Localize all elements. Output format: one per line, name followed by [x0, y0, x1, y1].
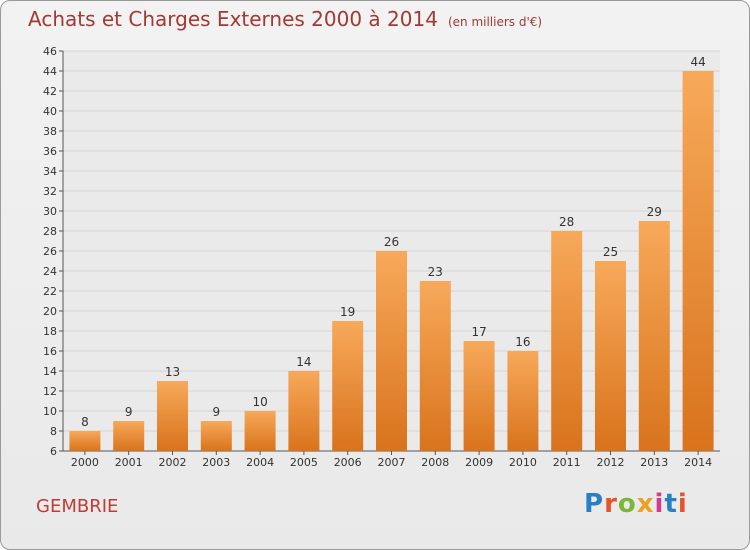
x-tick-label: 2007	[378, 456, 406, 469]
y-tick-label: 22	[43, 285, 57, 298]
bar-2000	[69, 431, 101, 451]
y-tick-label: 14	[43, 365, 57, 378]
chart-subtitle: (en milliers d'€)	[447, 15, 543, 29]
x-tick-label: 2012	[597, 456, 625, 469]
bar-2014	[682, 71, 714, 451]
bars	[69, 71, 714, 451]
y-tick-label: 38	[43, 125, 57, 138]
data-label: 44	[690, 55, 705, 69]
proxiti-logo: Proxiti	[584, 489, 688, 519]
bar-2009	[463, 341, 495, 451]
data-label: 9	[125, 405, 133, 419]
bar-2012	[595, 261, 626, 451]
y-tick-label: 24	[43, 265, 57, 278]
bar-2001	[113, 421, 145, 451]
bar-2008	[419, 281, 451, 451]
y-tick-label: 42	[43, 85, 57, 98]
y-tick-label: 34	[43, 165, 57, 178]
chart-title: Achats et Charges Externes 2000 à 2014 (e…	[28, 7, 542, 31]
bar-2007	[376, 251, 407, 451]
logo-letter: r	[604, 489, 618, 519]
y-tick-label: 6	[50, 445, 57, 458]
y-tick-label: 36	[43, 145, 57, 158]
chart-title-text: Achats et Charges Externes 2000 à 2014	[28, 7, 438, 31]
data-label: 13	[165, 365, 180, 379]
x-tick-label: 2004	[246, 456, 274, 469]
y-tick-label: 26	[43, 245, 57, 258]
x-tick-label: 2011	[553, 456, 581, 469]
y-tick-label: 12	[43, 385, 57, 398]
data-label: 26	[384, 235, 399, 249]
bar-2004	[244, 411, 276, 451]
x-tick-label: 2010	[509, 456, 537, 469]
bar-2013	[638, 221, 670, 451]
y-tick-label: 46	[43, 45, 57, 58]
x-tick-label: 2000	[71, 456, 99, 469]
y-tick-label: 8	[50, 425, 57, 438]
logo-letter: i	[654, 489, 665, 519]
bar-2003	[200, 421, 232, 451]
y-tick-label: 40	[43, 105, 57, 118]
x-tick-label: 2013	[640, 456, 668, 469]
y-tick-label: 10	[43, 405, 57, 418]
data-label: 19	[340, 305, 355, 319]
x-tick-label: 2009	[465, 456, 493, 469]
logo-letter: i	[677, 489, 688, 519]
logo-letter: x	[636, 489, 655, 519]
y-tick-label: 16	[43, 345, 57, 358]
logo-letter: t	[664, 489, 678, 519]
bar-2002	[157, 381, 188, 451]
x-tick-label: 2001	[115, 456, 143, 469]
y-tick-label: 32	[43, 185, 57, 198]
x-tick-label: 2005	[290, 456, 318, 469]
data-label: 9	[212, 405, 220, 419]
data-label: 8	[81, 415, 89, 429]
bar-2005	[288, 371, 320, 451]
logo-letter: o	[617, 489, 637, 519]
logo-letter: P	[584, 489, 605, 519]
x-tick-label: 2002	[159, 456, 187, 469]
y-tick-label: 30	[43, 205, 57, 218]
data-label: 28	[559, 215, 574, 229]
x-tick-label: 2003	[202, 456, 230, 469]
bar-2011	[551, 231, 583, 451]
location-label: GEMBRIE	[36, 496, 119, 517]
data-label: 23	[428, 265, 443, 279]
data-label: 29	[647, 205, 662, 219]
y-tick-label: 44	[43, 65, 57, 78]
y-tick-label: 18	[43, 325, 57, 338]
data-label: 25	[603, 245, 618, 259]
y-tick-label: 20	[43, 305, 57, 318]
y-tick-label: 28	[43, 225, 57, 238]
data-label: 14	[296, 355, 311, 369]
data-label: 17	[471, 325, 486, 339]
x-tick-label: 2008	[421, 456, 449, 469]
data-labels: 8 9 13 9 10 14 19 26 23 17 16 28 25 29 44	[81, 55, 706, 429]
x-tick-label: 2014	[684, 456, 712, 469]
bar-2006	[332, 321, 364, 451]
x-tick-label: 2006	[334, 456, 362, 469]
data-label: 16	[515, 335, 530, 349]
bar-2010	[507, 351, 539, 451]
data-label: 10	[252, 395, 267, 409]
